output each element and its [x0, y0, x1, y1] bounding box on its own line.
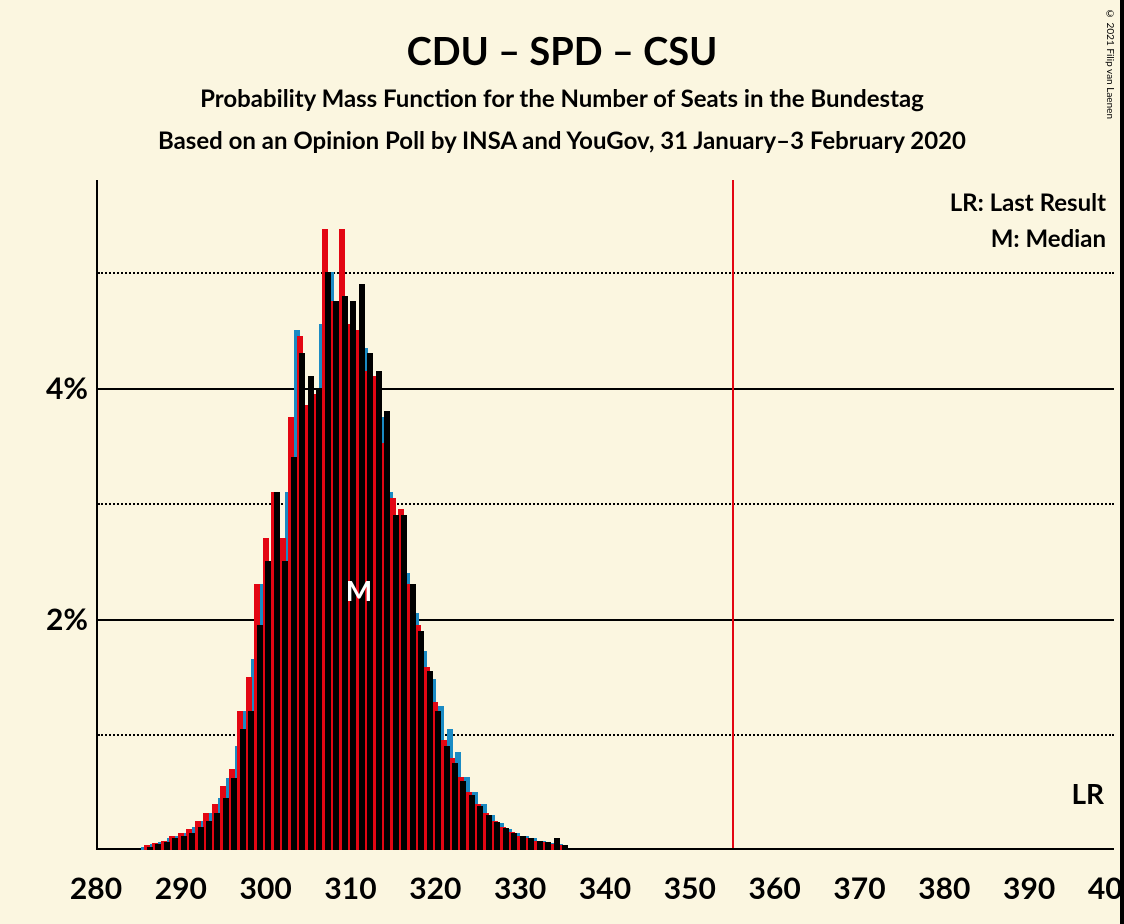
y-tick-label: 2% [46, 601, 96, 637]
bar-black [393, 515, 399, 850]
x-tick-label: 310 [324, 850, 376, 906]
bar-black [282, 561, 288, 850]
bar-black [198, 827, 204, 850]
x-tick-label: 390 [1003, 850, 1055, 906]
median-marker: M [346, 573, 372, 607]
x-tick-label: 320 [409, 850, 461, 906]
y-axis [96, 180, 98, 850]
bar-black [223, 798, 229, 850]
bar-black [214, 813, 220, 850]
bar-black [240, 729, 246, 850]
bar-black [418, 631, 424, 850]
bar-black [486, 815, 492, 850]
bar-black [181, 836, 187, 850]
bar-black [376, 371, 382, 850]
bar-black [384, 411, 390, 850]
bar-black [562, 845, 568, 850]
chart-subtitle-2: Based on an Opinion Poll by INSA and You… [0, 126, 1124, 155]
bar-black [299, 353, 305, 850]
bar-black [410, 584, 416, 850]
bar-black [316, 388, 322, 850]
lr-vertical-line [732, 180, 734, 850]
bar-black [265, 561, 271, 850]
bar-black [257, 625, 263, 850]
bar-black [333, 301, 339, 850]
bar-black [545, 842, 551, 850]
x-tick-label: 400 [1088, 850, 1124, 906]
y-tick-label: 4% [46, 370, 96, 406]
bar-black [520, 836, 526, 850]
x-tick-label: 290 [155, 850, 207, 906]
bar-black [554, 838, 560, 850]
x-tick-label: 340 [579, 850, 631, 906]
bar-black [537, 841, 543, 850]
bar-black [444, 746, 450, 850]
bars-container [96, 180, 1114, 850]
bar-black [469, 795, 475, 850]
plot-area: LR: Last Result M: Median LR M 2%4% 2802… [96, 180, 1114, 850]
x-tick-label: 280 [70, 850, 122, 906]
bar-black [503, 828, 509, 850]
bar-black [494, 822, 500, 850]
x-tick-label: 330 [494, 850, 546, 906]
bar-black [477, 806, 483, 850]
bar-black [325, 272, 331, 850]
bar-black [147, 847, 153, 850]
bar-black [155, 844, 161, 850]
bar-black [401, 515, 407, 850]
chart-title: CDU – SPD – CSU [0, 28, 1124, 74]
bar-black [274, 492, 280, 850]
lr-axis-label: LR [1071, 776, 1104, 810]
chart-subtitle-1: Probability Mass Function for the Number… [0, 84, 1124, 113]
bar-black [231, 778, 237, 850]
bar-black [528, 838, 534, 850]
x-tick-label: 360 [749, 850, 801, 906]
bar-black [164, 842, 170, 850]
x-tick-label: 300 [240, 850, 292, 906]
bar-black [206, 821, 212, 850]
bar-black [308, 376, 314, 850]
bar-black [189, 833, 195, 850]
x-tick-label: 350 [664, 850, 716, 906]
bar-black [248, 711, 254, 850]
x-tick-label: 380 [918, 850, 970, 906]
bar-black [452, 763, 458, 850]
x-tick-label: 370 [833, 850, 885, 906]
bar-black [291, 457, 297, 850]
bar-black [435, 711, 441, 850]
bar-black [460, 781, 466, 850]
bar-black [359, 284, 365, 850]
bar-black [511, 833, 517, 850]
bar-black [427, 671, 433, 850]
bar-black [172, 838, 178, 850]
